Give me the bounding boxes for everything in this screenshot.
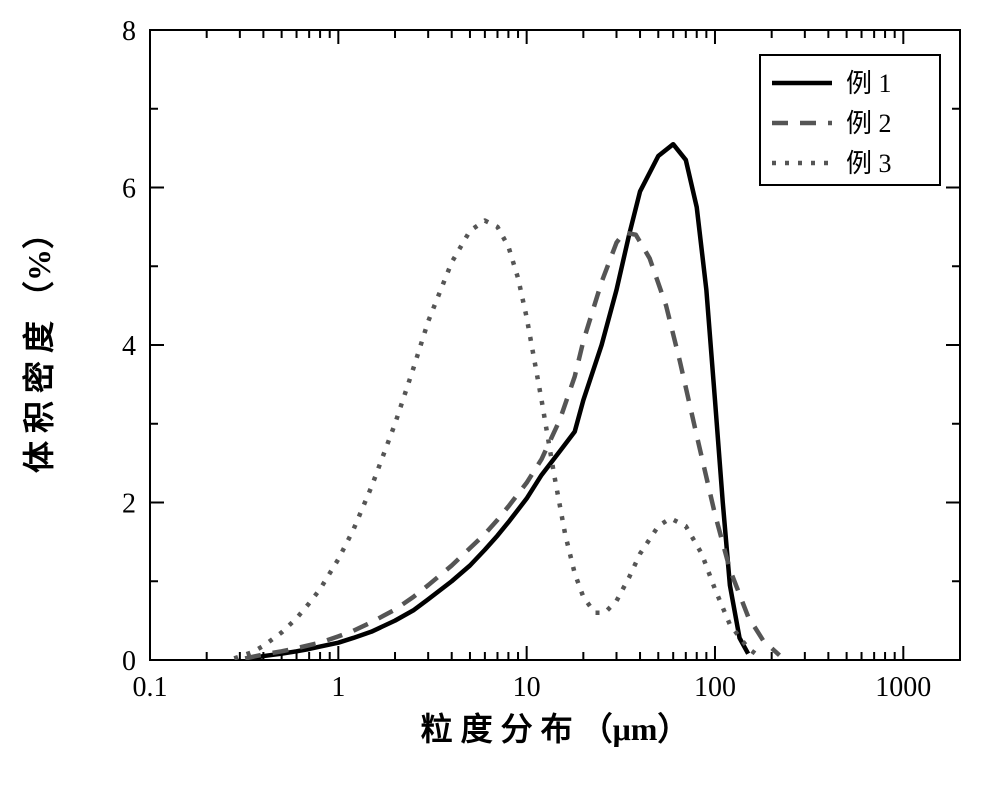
y-tick-label: 6	[122, 173, 136, 204]
y-tick-label: 0	[122, 646, 136, 677]
x-tick-label: 10	[513, 672, 541, 703]
x-tick-label: 1000	[875, 672, 931, 703]
y-axis-title: 体 积 密 度 （%）	[21, 217, 57, 473]
y-tick-label: 4	[122, 331, 136, 362]
series-s2	[245, 232, 779, 658]
legend-label: 例 2	[846, 109, 892, 138]
legend-label: 例 3	[846, 149, 892, 178]
series-s1	[252, 144, 748, 658]
particle-size-chart: 0.1 1 10 100 1000 粒 度 分 布 （μm） 0 2 4 6 8 体 积 密 度 （%…	[0, 0, 1000, 787]
x-axis-title: 粒 度 分 布 （μm）	[421, 711, 690, 747]
x-tick-label: 0.1	[133, 672, 168, 703]
x-tick-label: 1	[331, 672, 345, 703]
series-s3	[234, 221, 761, 659]
y-tick-label: 2	[122, 488, 136, 519]
chart-svg: 0.1 1 10 100 1000 粒 度 分 布 （μm） 0 2 4 6 8 体 积 密 度 （%…	[0, 0, 1000, 787]
x-tick-label: 100	[694, 672, 736, 703]
legend-label: 例 1	[846, 69, 892, 98]
y-tick-label: 8	[122, 16, 136, 47]
